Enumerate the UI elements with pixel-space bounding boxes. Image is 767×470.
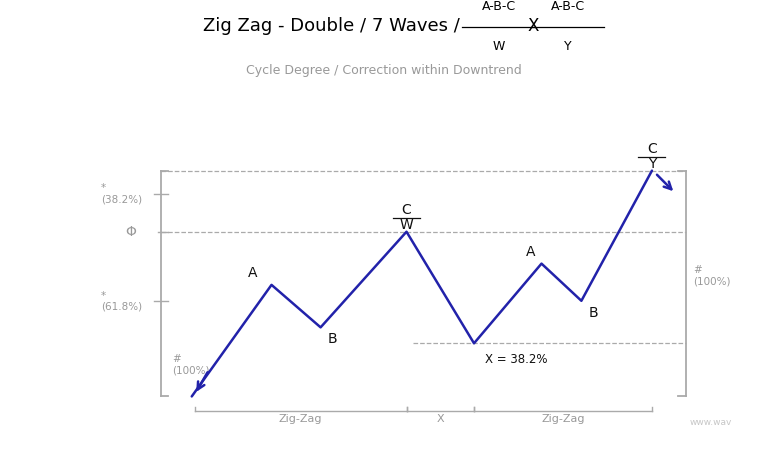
Text: Cycle Degree / Correction within Downtrend: Cycle Degree / Correction within Downtre…	[245, 64, 522, 77]
Text: *
(61.8%): * (61.8%)	[101, 290, 142, 312]
Text: Y: Y	[648, 157, 656, 171]
Text: B: B	[589, 306, 598, 320]
Text: W: W	[400, 218, 413, 232]
Text: A-B-C: A-B-C	[482, 0, 515, 13]
Text: Φ: Φ	[126, 225, 137, 239]
Text: #
(100%): # (100%)	[172, 354, 209, 376]
Text: X = 38.2%: X = 38.2%	[485, 352, 548, 366]
Text: B: B	[328, 332, 337, 346]
Text: X: X	[528, 17, 538, 35]
Text: A-B-C: A-B-C	[551, 0, 584, 13]
Text: C: C	[402, 203, 411, 217]
Text: Zig-Zag: Zig-Zag	[279, 414, 322, 424]
Text: *
(38.2%): * (38.2%)	[101, 183, 142, 205]
Text: #
(100%): # (100%)	[693, 265, 730, 286]
Text: A: A	[249, 266, 258, 280]
Text: A: A	[525, 245, 535, 259]
Text: Y: Y	[564, 40, 571, 54]
Text: Zig-Zag: Zig-Zag	[542, 414, 584, 424]
Text: C: C	[647, 142, 657, 156]
Text: X: X	[436, 414, 444, 424]
Text: www.wav: www.wav	[690, 418, 732, 428]
Text: W: W	[492, 40, 505, 54]
Text: Zig Zag - Double / 7 Waves /: Zig Zag - Double / 7 Waves /	[203, 17, 466, 35]
